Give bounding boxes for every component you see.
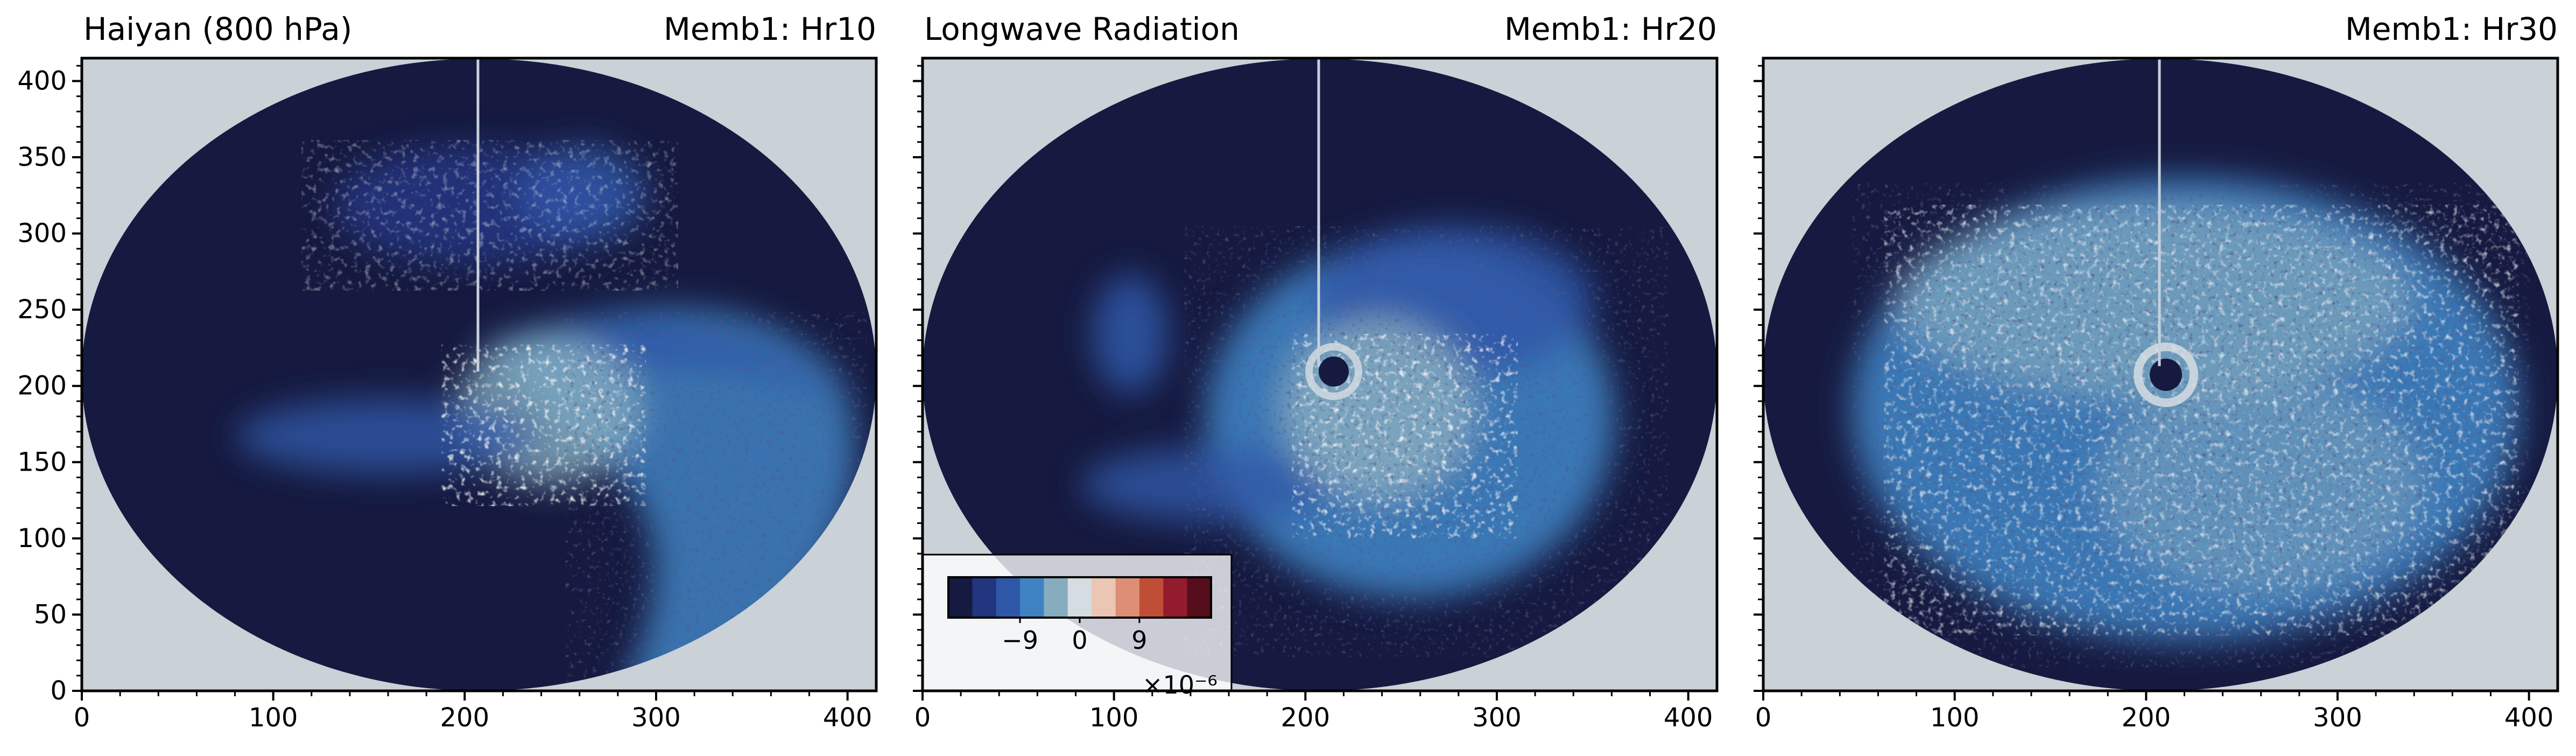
panel-3-label: Memb1: Hr30 [2345,11,2558,47]
colorbar-swatch [1163,577,1188,618]
colorbar-swatch [1092,577,1116,618]
y-tick-label: 150 [17,447,67,477]
y-tick-label: 400 [17,66,67,96]
colorbar-swatches [948,577,1212,618]
y-tick-label: 200 [17,371,67,401]
colorbar-swatch [1115,577,1140,618]
panel-3-x-ticks: 0 100 200 300 400 [1755,691,2554,733]
colorbar-tick-label: 0 [1072,626,1087,655]
x-tick-label: 200 [2122,703,2171,733]
y-tick-label: 100 [17,523,67,554]
y-tick-label: 250 [17,295,67,325]
panel-1-frame [80,57,878,692]
panel-2-y-ticks [913,65,923,692]
panel-2-x-ticks: 0 100 200 300 400 [914,691,1713,733]
colorbar-tick-label: 9 [1131,626,1147,655]
y-tick-label: 300 [17,219,67,249]
colorbar: −9 0 9 ×10⁻⁶ [921,554,1233,699]
panel-1-x-ticks: 0 100 200 300 400 [74,691,872,733]
panel-3: 0 100 200 300 400 [1754,57,2559,733]
x-tick-label: 100 [249,703,298,733]
panel-2-field [1082,226,1669,657]
panel-2: −9 0 9 ×10⁻⁶ 0 100 200 300 400 [913,57,1719,733]
colorbar-swatch [1139,577,1164,618]
panel-2-frame [921,57,1719,692]
panel-1-label: Memb1: Hr10 [664,11,876,47]
colorbar-tick-label: −9 [1002,626,1038,655]
x-tick-label: 0 [914,703,931,733]
x-tick-label: 300 [1472,703,1522,733]
panel-3-field [1852,178,2530,668]
x-tick-label: 200 [440,703,490,733]
colorbar-multiplier: ×10⁻⁶ [1142,670,1217,699]
y-tick-label: 50 [34,599,67,629]
x-tick-label: 300 [2313,703,2362,733]
y-tick-label: 0 [50,676,67,706]
panel-1-y-ticks: 0 50 100 150 200 250 300 350 400 [17,65,82,706]
colorbar-swatch [1020,577,1044,618]
x-tick-label: 400 [1664,703,1713,733]
panel-3-y-ticks [1754,65,1763,692]
colorbar-ticks: −9 0 9 [1002,618,1148,655]
colorbar-swatch [1187,577,1212,618]
colorbar-swatch [972,577,997,618]
x-tick-label: 400 [823,703,872,733]
colorbar-swatch [948,577,973,618]
colorbar-swatch [996,577,1020,618]
y-tick-label: 350 [17,142,67,172]
panel-3-frame [1762,57,2559,692]
x-tick-label: 200 [1281,703,1331,733]
figure-title-left: Haiyan (800 hPa) [83,11,352,47]
x-tick-label: 0 [1755,703,1772,733]
panel-1-field [237,140,867,691]
x-tick-label: 100 [1089,703,1139,733]
colorbar-swatch [1067,577,1092,618]
x-tick-label: 400 [2504,703,2554,733]
x-tick-label: 0 [74,703,90,733]
x-tick-label: 100 [1930,703,1980,733]
panel-2-label: Memb1: Hr20 [1504,11,1717,47]
x-tick-label: 300 [631,703,681,733]
figure-title-middle: Longwave Radiation [924,11,1240,47]
panel-1: 0 100 200 300 400 0 50 100 150 200 250 300 350 400 [17,57,878,733]
colorbar-swatch [1044,577,1068,618]
